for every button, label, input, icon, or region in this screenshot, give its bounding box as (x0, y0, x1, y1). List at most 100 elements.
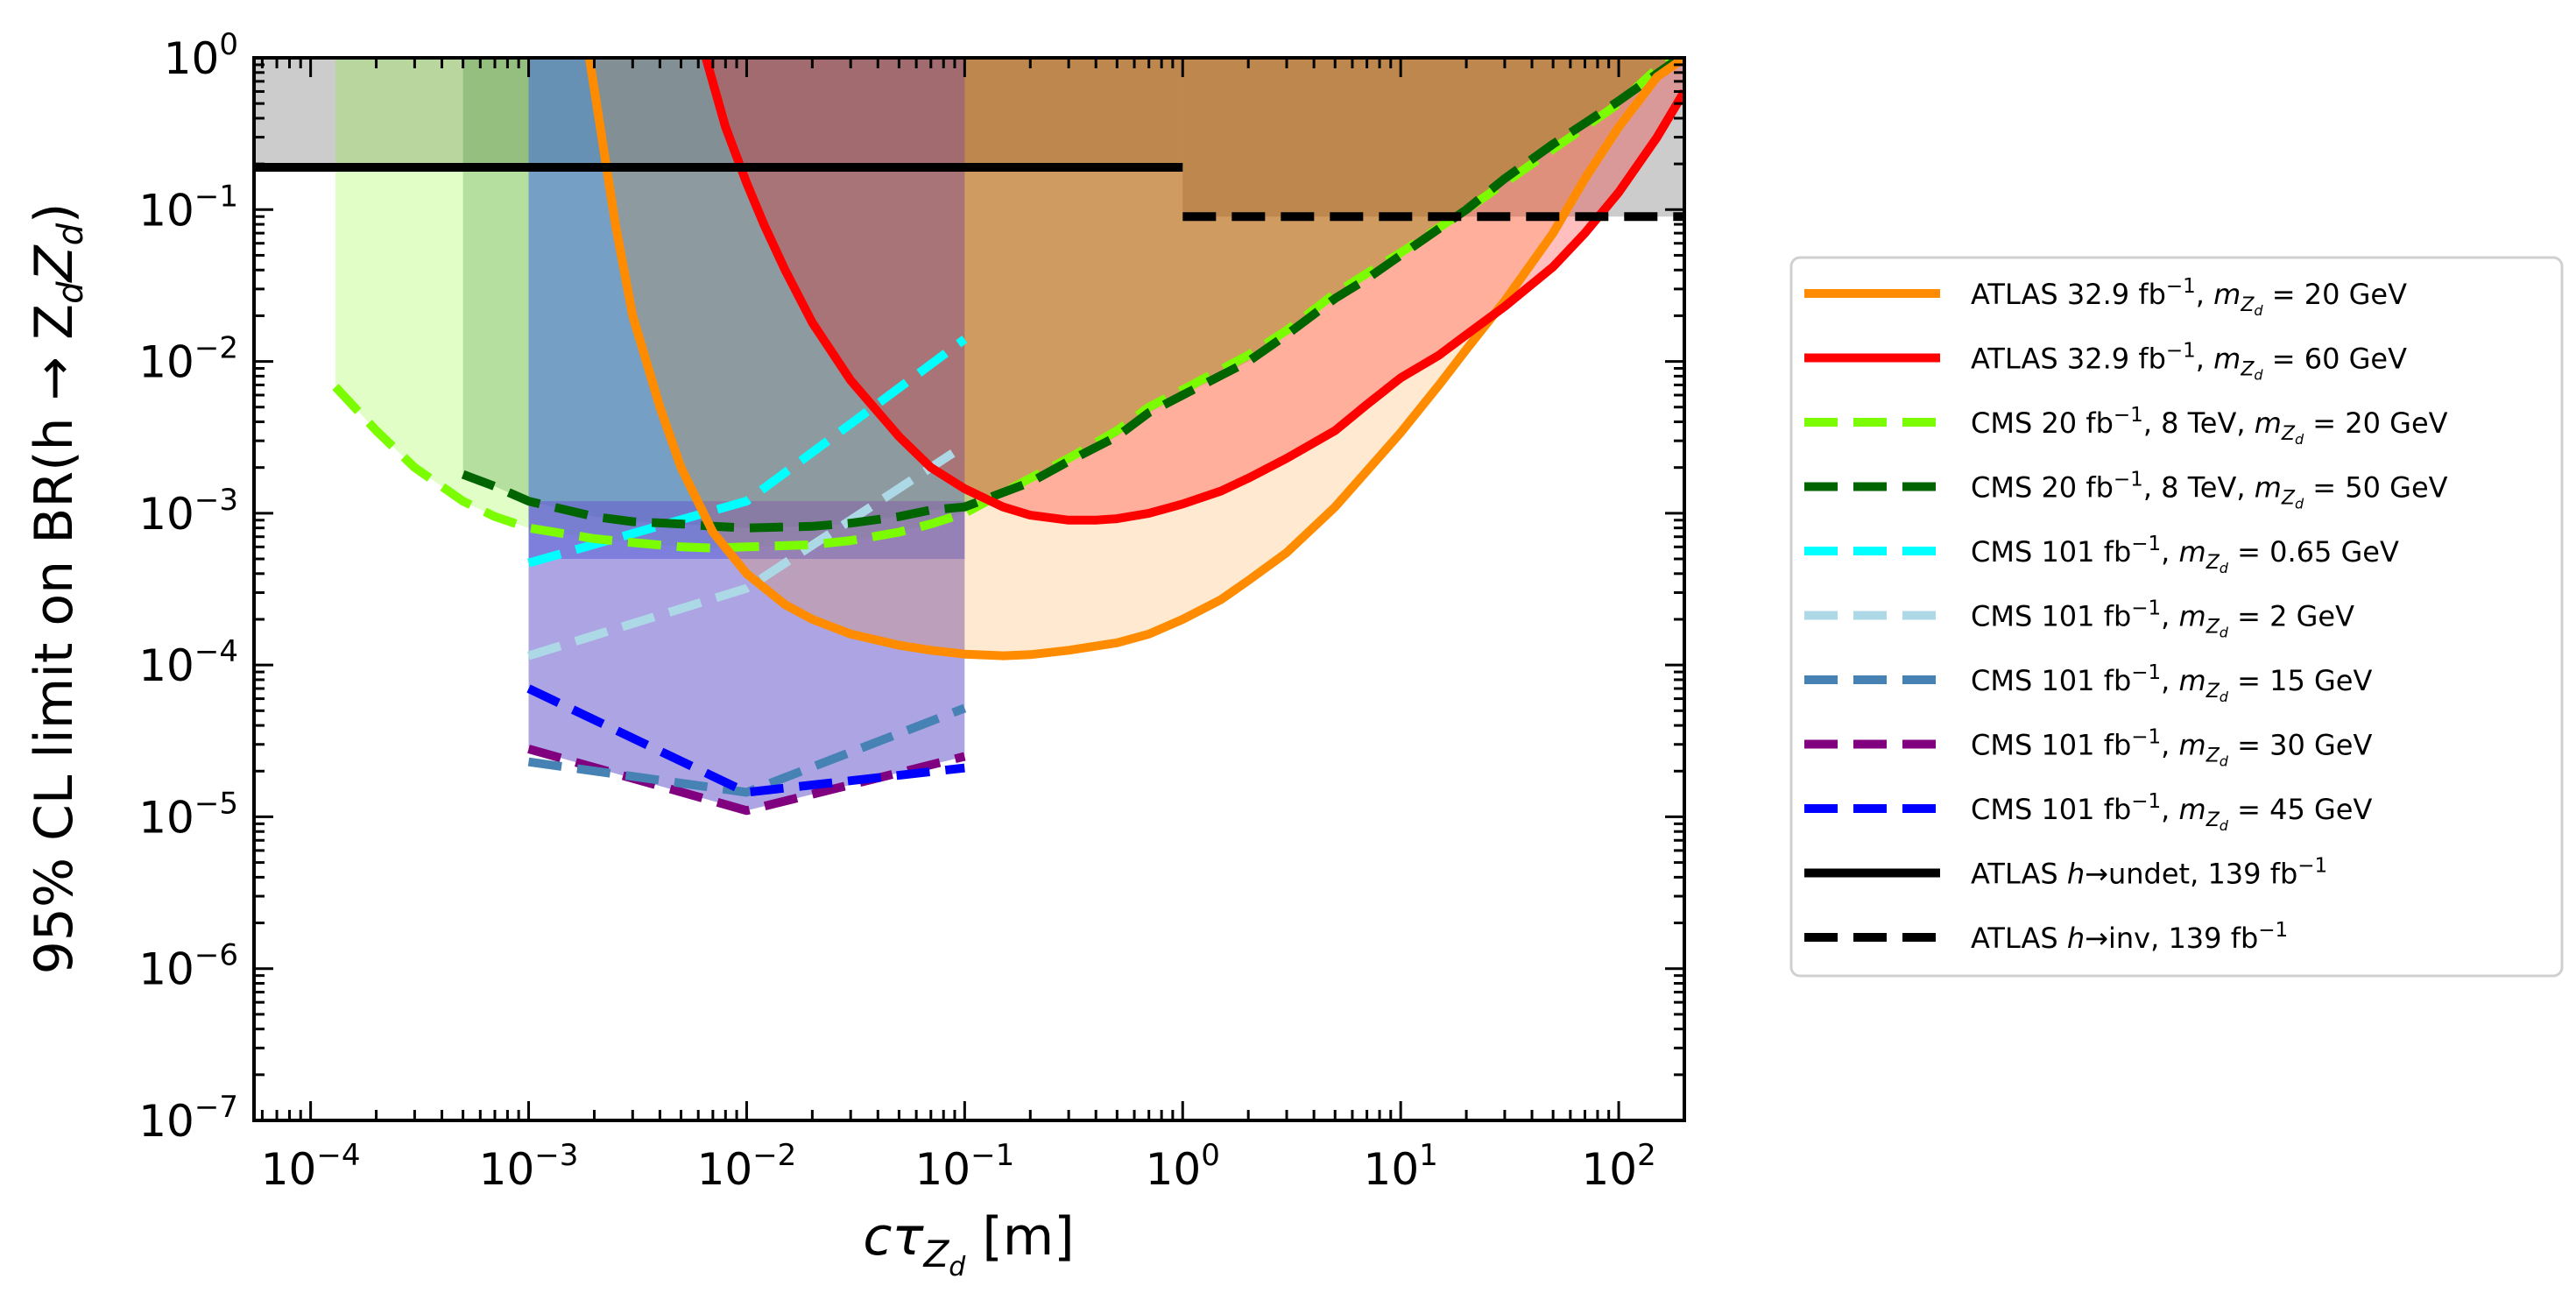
y-tick-label-base: 10 (138, 640, 194, 691)
legend-mid-text: , (2161, 729, 2178, 762)
legend-sup: −1 (2131, 533, 2161, 555)
legend-sub: Z (2205, 617, 2220, 639)
legend-post: = 50 GeV (2304, 471, 2448, 505)
legend-label-cms101_2: CMS 101 fb−1, mZd = 2 GeV (1971, 597, 2354, 641)
series-lines-layer (254, 58, 1684, 816)
y-tick-label-exponent: 0 (219, 27, 238, 62)
band-gray-inv (1182, 58, 1684, 217)
y-tick-label-exponent: −3 (194, 483, 238, 518)
x-tick-label: 10−3 (479, 1138, 579, 1195)
legend-m-symbol: m (2179, 535, 2206, 569)
x-tick-label-base: 10 (1364, 1144, 1420, 1195)
band-atlas60-band (705, 58, 1684, 520)
legend-post: = 30 GeV (2228, 729, 2373, 762)
legend-m-symbol: m (2213, 343, 2241, 376)
x-tick-label-exponent: −2 (752, 1138, 796, 1173)
legend-m-symbol: m (2179, 600, 2206, 633)
legend-post: = 20 GeV (2263, 278, 2408, 311)
legend-label-cms101_15: CMS 101 fb−1, mZd = 15 GeV (1971, 661, 2372, 705)
series-line-cms8_20 (332, 58, 1672, 553)
legend-subsub: d (2254, 367, 2263, 384)
legend-sup: −1 (2166, 275, 2196, 298)
legend-pre: CMS 101 fb (1971, 600, 2131, 633)
series-line-cms101_15 (527, 703, 967, 797)
y-tick-label-base: 10 (138, 1096, 194, 1147)
legend-sub: Z (2240, 359, 2255, 381)
legend-subsub: d (2220, 689, 2229, 705)
y-axis-title: 95% CL limit on BR(h → ZdZd) (24, 203, 91, 975)
x-tick-label: 101 (1364, 1138, 1438, 1195)
legend-label-cms101_30: CMS 101 fb−1, mZd = 30 GeV (1971, 726, 2372, 770)
x-tick-label: 100 (1146, 1138, 1220, 1195)
band-atlas20-band (589, 58, 1684, 656)
legend-sup: −1 (2131, 661, 2161, 684)
legend-pre: ATLAS (1971, 858, 2067, 891)
y-tick-label-base: 10 (164, 33, 220, 84)
x-tick-label: 10−1 (914, 1138, 1014, 1195)
y-tick-label-exponent: −6 (194, 938, 238, 973)
x-tick-label-base: 10 (1581, 1144, 1637, 1195)
legend-pre: CMS 101 fb (1971, 535, 2131, 569)
x-axis-title: cτZd [m] (863, 1206, 1074, 1282)
legend-subsub: d (2254, 302, 2263, 319)
legend-mid-text: , 8 TeV, (2143, 406, 2255, 440)
legend-it: h (2067, 858, 2085, 891)
legend-mid-text: , (2161, 535, 2178, 569)
y-tick-label-exponent: −1 (194, 179, 238, 214)
y-tick-label: 10−6 (138, 938, 238, 995)
legend-pre: CMS 101 fb (1971, 664, 2131, 697)
x-tick-label: 102 (1581, 1138, 1655, 1195)
y-tick-label-base: 10 (138, 185, 194, 236)
x-tick-labels: 10−4 10−3 10−2 10−1 100 101 102 (261, 1138, 1656, 1195)
legend-sub: Z (2281, 488, 2296, 510)
legend-mid-text: , (2161, 600, 2178, 633)
y-tick-label: 10−3 (138, 483, 238, 540)
legend-m-symbol: m (2213, 278, 2241, 311)
legend-sup: −1 (2131, 726, 2161, 749)
y-tick-label: 10−7 (138, 1090, 238, 1147)
legend-post: = 60 GeV (2263, 343, 2408, 376)
legend-pre: ATLAS 32.9 fb (1971, 278, 2166, 311)
legend-subsub: d (2220, 817, 2229, 834)
legend-m-symbol: m (2255, 471, 2282, 505)
band-cms101-065 (528, 58, 965, 559)
x-tick-label: 10−2 (697, 1138, 797, 1195)
legend-pre: CMS 20 fb (1971, 471, 2114, 505)
plot-frame (252, 56, 1686, 1122)
legend-it: h (2067, 922, 2085, 955)
legend-mid-text: , (2161, 664, 2178, 697)
legend-subsub: d (2295, 496, 2304, 512)
legend-sub: Z (2205, 745, 2220, 767)
legend-m-symbol: m (2179, 729, 2206, 762)
series-line-cms101_45 (526, 684, 965, 797)
legend-sub: Z (2205, 809, 2220, 831)
y-tick-label: 10−5 (138, 786, 238, 843)
y-tick-label-base: 10 (138, 337, 194, 388)
x-tick-label-exponent: −3 (534, 1138, 578, 1173)
legend-label-undet: ATLAS h→undet, 139 fb−1 (1971, 855, 2327, 891)
x-tick-label-base: 10 (1146, 1144, 1202, 1195)
legend-mid-text: , (2161, 793, 2178, 826)
y-tick-label-exponent: −2 (194, 331, 238, 366)
y-tick-label: 10−2 (138, 331, 238, 388)
legend-sup: −1 (2114, 404, 2143, 427)
legend-sup2: −1 (2258, 919, 2288, 942)
legend-pre: ATLAS (1971, 922, 2067, 955)
legend-subsub: d (2220, 560, 2229, 576)
series-line-cms101_2 (527, 442, 968, 661)
y-tick-label-base: 10 (138, 489, 194, 540)
band-cms101-low (528, 501, 965, 811)
legend-mid2: →undet, 139 fb (2085, 858, 2297, 891)
x-tick-label-exponent: 0 (1201, 1138, 1220, 1173)
y-tick-label-exponent: −4 (194, 634, 238, 669)
x-tick-label-exponent: −4 (316, 1138, 360, 1173)
legend-mid-text: , 8 TeV, (2143, 471, 2255, 505)
legend-post: = 0.65 GeV (2228, 535, 2399, 569)
legend-post: = 15 GeV (2228, 664, 2373, 697)
legend-box (1789, 256, 2564, 978)
legend-post: = 2 GeV (2228, 600, 2354, 633)
y-tick-label-exponent: −5 (194, 786, 238, 821)
y-tick-label: 10−1 (138, 179, 238, 236)
legend-sub: Z (2240, 294, 2255, 316)
